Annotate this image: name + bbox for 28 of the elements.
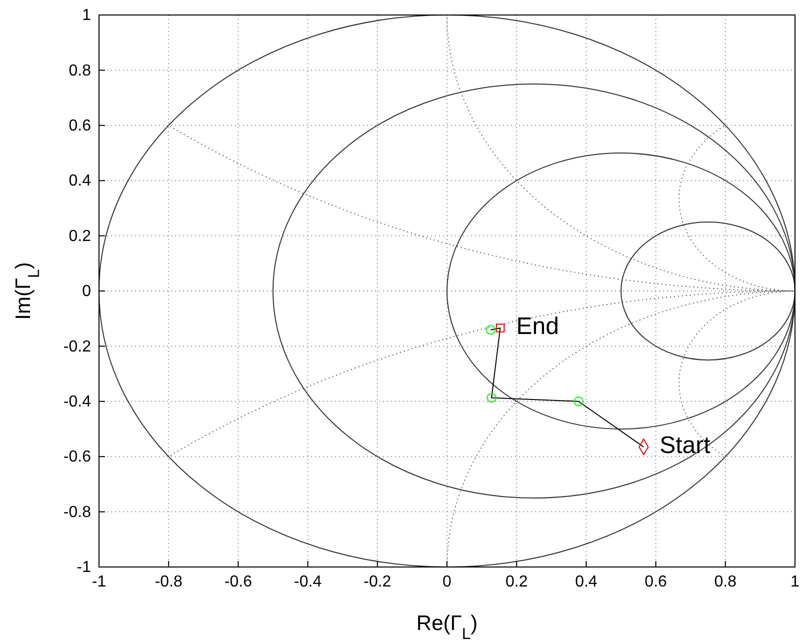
y-tick-label: 0.2 xyxy=(68,228,92,245)
y-tick-label: 0 xyxy=(82,283,92,300)
x-tick-label: 0.8 xyxy=(714,573,737,590)
x-tick-label: -0.6 xyxy=(224,573,252,590)
x-axis-title: Re(Γ$_{L}$) xyxy=(416,612,478,641)
x-tick-label: 0 xyxy=(442,573,452,590)
x-tick-label: -0.4 xyxy=(294,573,322,590)
annotation: End xyxy=(516,313,559,340)
y-tick-label: -0.8 xyxy=(63,504,92,521)
y-tick-label: -0.4 xyxy=(63,394,92,411)
point xyxy=(486,392,496,403)
y-tick-label: 0.8 xyxy=(68,62,92,80)
x-tick-label: 0.4 xyxy=(575,573,598,590)
x-tick-label: 0.6 xyxy=(644,573,668,590)
point xyxy=(486,325,496,335)
x-tick-label: 0.2 xyxy=(505,573,528,590)
point xyxy=(496,324,505,332)
y-tick-label: 0.4 xyxy=(68,172,92,190)
y-tick-label: -0.2 xyxy=(63,338,92,356)
annotation: Start xyxy=(660,432,711,460)
x-tick-label: 1 xyxy=(790,573,800,590)
y-tick-label: -1 xyxy=(76,559,92,576)
y-tick-label: -0.6 xyxy=(63,448,92,466)
point xyxy=(574,396,584,406)
y-tick-label: 1 xyxy=(82,7,92,24)
x-tick-label: -0.8 xyxy=(154,573,182,590)
x-tick-label: -0.2 xyxy=(364,573,392,590)
y-tick-label: 0.6 xyxy=(68,118,92,135)
